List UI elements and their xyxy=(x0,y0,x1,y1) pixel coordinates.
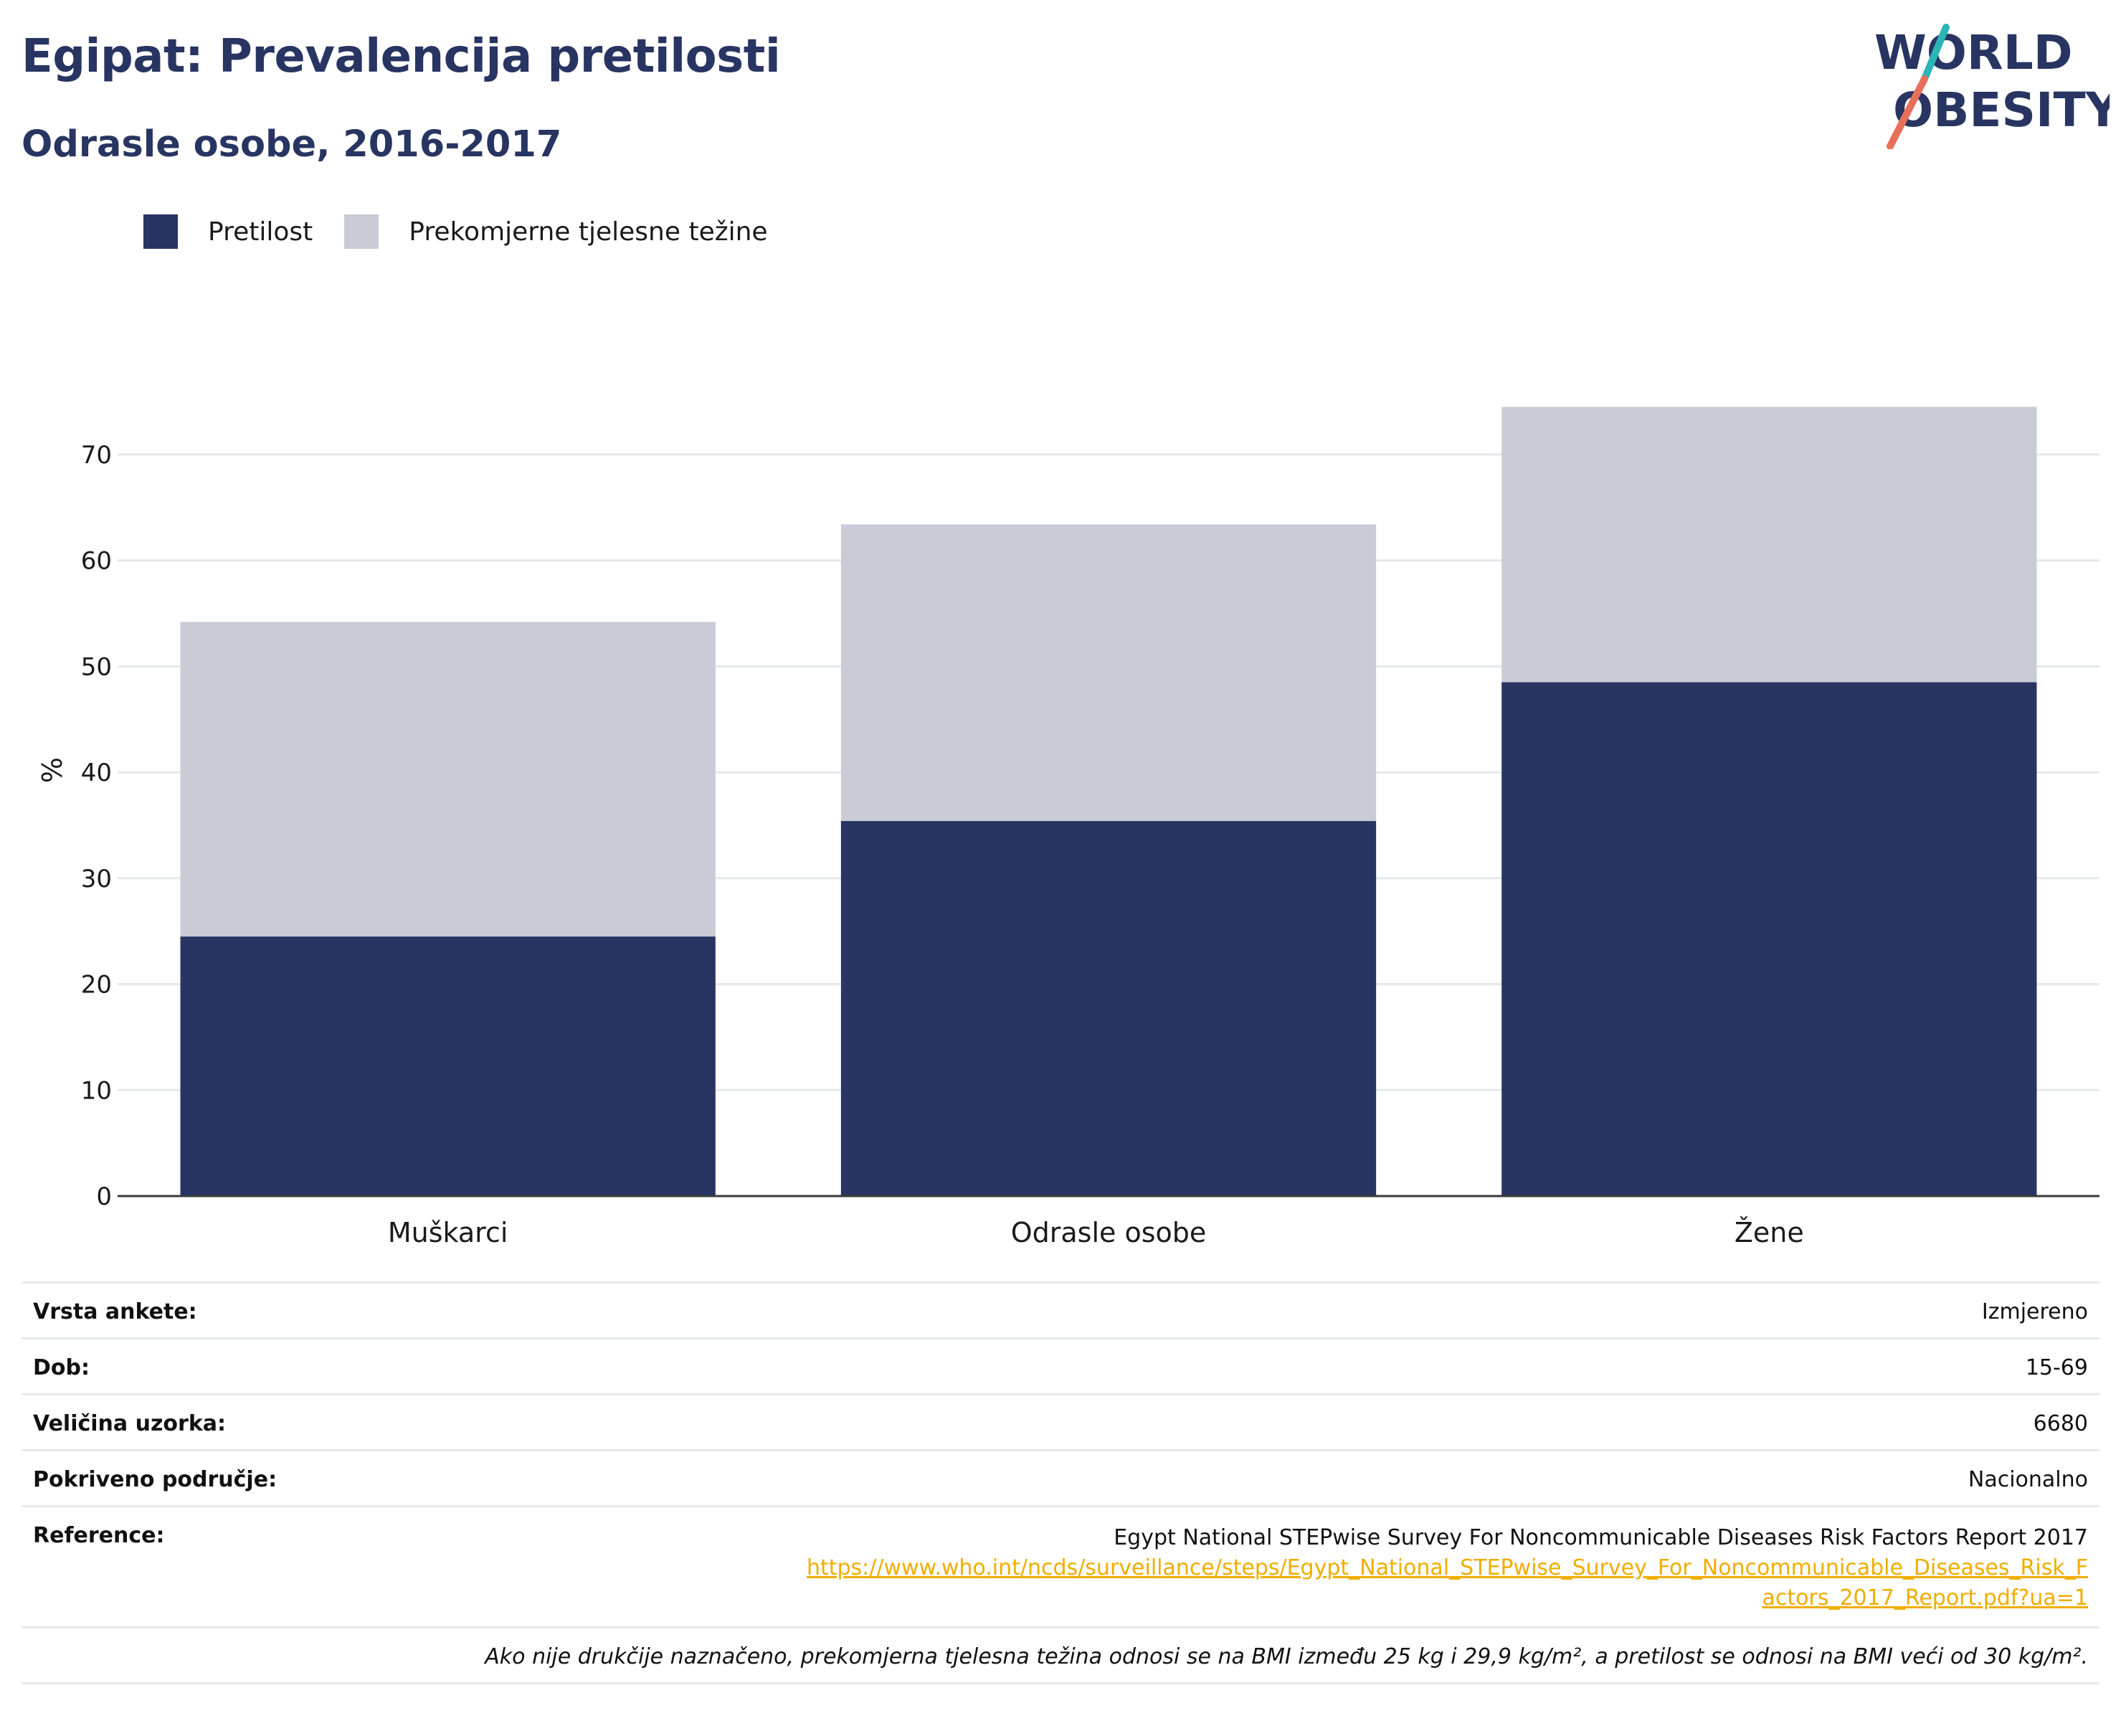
x-category-label: Žene xyxy=(1735,1217,1804,1248)
footnote: Ako nije drukčije naznačeno, prekomjerna… xyxy=(22,1626,2099,1684)
x-category-label: Muškarci xyxy=(388,1217,508,1248)
legend-item-obesity[interactable]: Pretilost xyxy=(143,214,313,249)
legend: Pretilost Prekomjerne tjelesne težine xyxy=(143,214,799,250)
info-label: Vrsta ankete: xyxy=(22,1281,289,1339)
bar-overweight xyxy=(1501,407,2037,683)
survey-info-table: Vrsta ankete: Izmjereno Dob: 15-69 Velič… xyxy=(22,1281,2099,1684)
legend-swatch-overweight xyxy=(344,214,379,249)
y-tick-label: 70 xyxy=(81,441,112,470)
info-value: Egypt National STEPwise Survey For Nonco… xyxy=(288,1505,2099,1628)
bar-obesity xyxy=(1501,682,2037,1196)
svg-text:WORLD: WORLD xyxy=(1874,25,2073,80)
info-label: Veličina uzorka: xyxy=(22,1393,289,1451)
y-tick-label: 10 xyxy=(81,1076,112,1105)
svg-text:OBESITY: OBESITY xyxy=(1893,82,2110,138)
legend-item-overweight[interactable]: Prekomjerne tjelesne težine xyxy=(344,214,768,249)
y-tick-label: 50 xyxy=(81,653,112,681)
y-tick-label: 60 xyxy=(81,547,112,576)
info-row-coverage: Pokriveno područje: Nacionalno xyxy=(22,1449,2099,1507)
world-obesity-logo: WORLD OBESITY xyxy=(1874,24,2110,149)
info-row-survey-type: Vrsta ankete: Izmjereno xyxy=(22,1281,2099,1339)
info-value: 6680 xyxy=(288,1393,2099,1451)
stacked-bar-chart: 0 10 20 30 40 50 60 70% Muškarci Odrasle osobe Žen… xyxy=(35,407,2099,1248)
y-axis-title: % xyxy=(35,757,67,783)
y-tick-label: 20 xyxy=(81,971,112,1000)
info-value: 15-69 xyxy=(288,1337,2099,1395)
info-value: Nacionalno xyxy=(288,1449,2099,1507)
reference-title: Egypt National STEPwise Survey For Nonco… xyxy=(1114,1525,2088,1550)
legend-label-overweight: Prekomjerne tjelesne težine xyxy=(409,217,768,247)
chart-subtitle: Odrasle osobe, 2016-2017 xyxy=(22,123,562,166)
y-tick-label: 0 xyxy=(96,1182,112,1211)
y-tick-label: 40 xyxy=(81,759,112,787)
legend-label-obesity: Pretilost xyxy=(208,217,313,247)
info-label: Pokriveno područje: xyxy=(22,1449,289,1507)
chart-title: Egipat: Prevalencija pretilosti xyxy=(22,30,781,83)
bar-overweight xyxy=(180,622,716,937)
info-row-age: Dob: 15-69 xyxy=(22,1337,2099,1395)
info-value: Izmjereno xyxy=(288,1281,2099,1339)
info-label: Dob: xyxy=(22,1337,289,1395)
info-label: Reference: xyxy=(22,1505,289,1628)
x-category-label: Odrasle osobe xyxy=(1011,1217,1207,1248)
y-tick-label: 30 xyxy=(81,865,112,893)
info-row-reference: Reference: Egypt National STEPwise Surve… xyxy=(22,1505,2099,1628)
bar-obesity xyxy=(180,936,716,1196)
bar-obesity xyxy=(840,821,1377,1196)
reference-link[interactable]: https://www.who.int/ncds/surveillance/st… xyxy=(806,1555,2088,1611)
bar-overweight xyxy=(840,524,1377,822)
legend-swatch-obesity xyxy=(143,214,178,249)
info-row-sample-size: Veličina uzorka: 6680 xyxy=(22,1393,2099,1451)
info-row-footnote: Ako nije drukčije naznačeno, prekomjerna… xyxy=(22,1626,2099,1684)
